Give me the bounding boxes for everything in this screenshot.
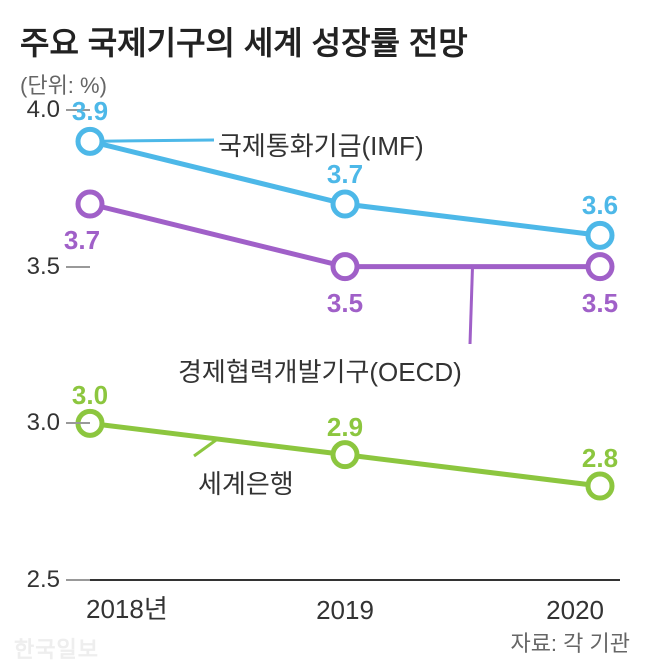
y-axis-tick	[66, 579, 90, 581]
data-point-label: 3.5	[315, 288, 375, 319]
data-point-label: 2.9	[315, 412, 375, 443]
series-name: 세계은행	[198, 464, 294, 501]
data-point-label: 3.7	[315, 159, 375, 190]
watermark: 한국일보	[14, 632, 99, 664]
x-axis-label: 2020	[504, 595, 604, 626]
y-axis-tick	[66, 266, 90, 268]
chart-container: 주요 국제기구의 세계 성장률 전망 (단위: %) 자료: 각 기관 한국일보…	[0, 0, 652, 666]
series-name: 경제협력개발기구(OECD)	[178, 352, 462, 389]
chart-source: 자료: 각 기관	[510, 626, 630, 658]
x-axis-label: 2019	[295, 595, 395, 626]
x-axis-label: 2018년	[86, 589, 186, 626]
y-axis-label: 2.5	[16, 566, 60, 594]
y-axis-tick	[66, 422, 90, 424]
data-point-label: 3.5	[570, 288, 630, 319]
series-name: 국제통화기금(IMF)	[218, 126, 424, 163]
y-axis-label: 3.5	[16, 253, 60, 281]
data-point-label: 3.7	[52, 225, 112, 256]
data-point-label: 3.6	[570, 190, 630, 221]
data-point-label: 3.0	[60, 380, 120, 411]
y-axis-label: 4.0	[16, 96, 60, 124]
y-axis-label: 3.0	[16, 409, 60, 437]
data-point-label: 2.8	[570, 443, 630, 474]
data-point-label: 3.9	[60, 96, 120, 127]
